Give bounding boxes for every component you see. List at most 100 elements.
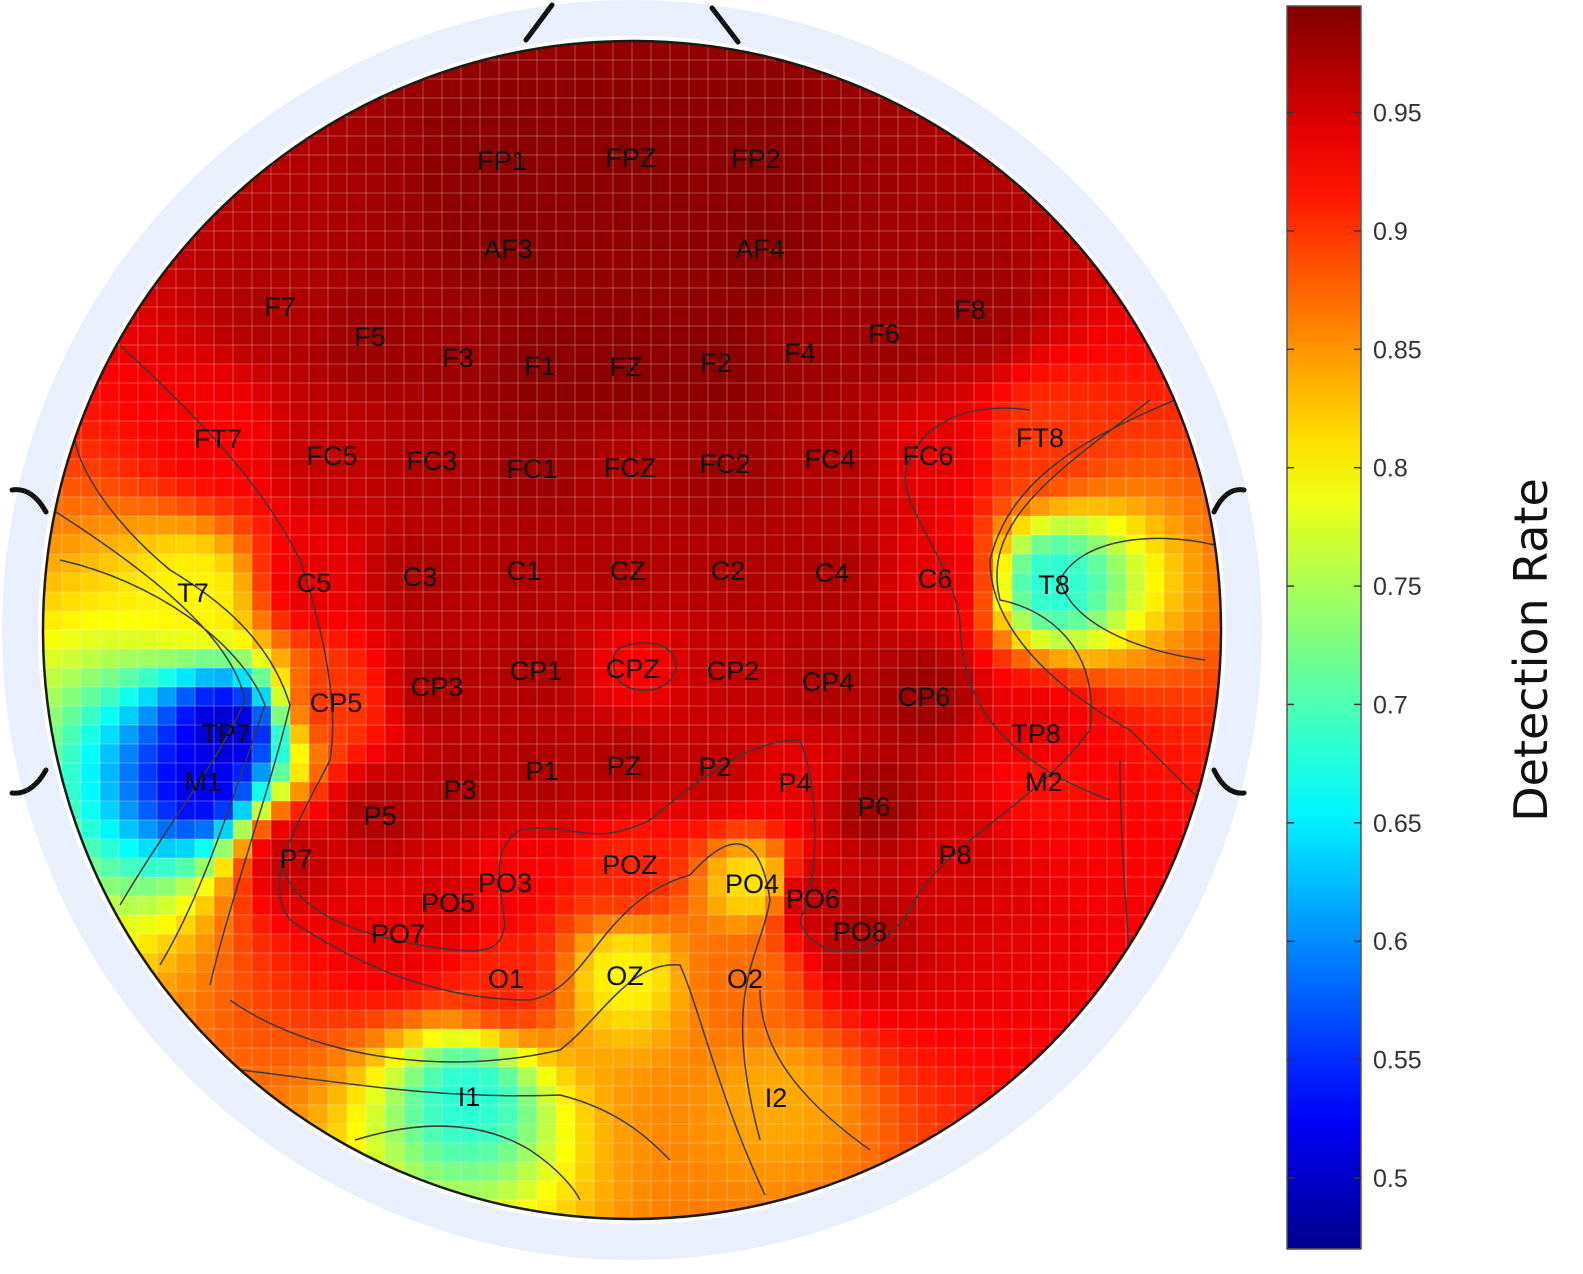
- heatmap-cell: [214, 478, 234, 498]
- heatmap-cell: [518, 649, 538, 669]
- heatmap-cell: [974, 535, 994, 555]
- heatmap-cell: [955, 155, 975, 175]
- heatmap-cell: [1183, 630, 1203, 650]
- heatmap-cell: [119, 535, 139, 555]
- heatmap-cell: [1031, 630, 1051, 650]
- heatmap-cell: [689, 820, 709, 840]
- heatmap-cell: [119, 668, 139, 688]
- heatmap-cell: [803, 459, 823, 479]
- heatmap-cell: [803, 1105, 823, 1125]
- heatmap-cell: [936, 364, 956, 384]
- heatmap-cell: [993, 478, 1013, 498]
- heatmap-cell: [765, 269, 785, 289]
- heatmap-cell: [347, 820, 367, 840]
- heatmap-cell: [632, 288, 652, 308]
- heatmap-cell: [556, 136, 576, 156]
- heatmap-cell: [1069, 915, 1089, 935]
- heatmap-cell: [974, 250, 994, 270]
- heatmap-cell: [537, 592, 557, 612]
- heatmap-cell: [917, 383, 937, 403]
- heatmap-cell: [442, 288, 462, 308]
- heatmap-cell: [993, 744, 1013, 764]
- heatmap-cell: [1107, 535, 1127, 555]
- heatmap-cell: [822, 269, 842, 289]
- heatmap-cell: [765, 136, 785, 156]
- heatmap-cell: [195, 345, 215, 365]
- heatmap-cell: [518, 231, 538, 251]
- heatmap-cell: [271, 668, 291, 688]
- heatmap-cell: [1031, 706, 1051, 726]
- heatmap-cell: [1126, 706, 1146, 726]
- heatmap-cell: [195, 687, 215, 707]
- heatmap-cell: [898, 212, 918, 232]
- heatmap-cell: [214, 896, 234, 916]
- heatmap-cell: [974, 440, 994, 460]
- heatmap-cell: [993, 402, 1013, 422]
- heatmap-cell: [176, 345, 196, 365]
- heatmap-cell: [537, 288, 557, 308]
- heatmap-cell: [423, 212, 443, 232]
- heatmap-cell: [594, 744, 614, 764]
- heatmap-cell: [936, 326, 956, 346]
- heatmap-cell: [442, 155, 462, 175]
- heatmap-cell: [594, 801, 614, 821]
- heatmap-cell: [765, 972, 785, 992]
- heatmap-cell: [290, 611, 310, 631]
- heatmap-cell: [328, 858, 348, 878]
- heatmap-cell: [1050, 649, 1070, 669]
- heatmap-cell: [1031, 896, 1051, 916]
- heatmap-cell: [632, 1143, 652, 1163]
- heatmap-cell: [879, 364, 899, 384]
- heatmap-cell: [1088, 402, 1108, 422]
- heatmap-cell: [575, 1143, 595, 1163]
- heatmap-cell: [252, 763, 272, 783]
- heatmap-cell: [670, 934, 690, 954]
- heatmap-cell: [955, 592, 975, 612]
- heatmap-cell: [518, 668, 538, 688]
- heatmap-cell: [1126, 668, 1146, 688]
- heatmap-cell: [860, 953, 880, 973]
- heatmap-cell: [651, 117, 671, 137]
- heatmap-cell: [556, 763, 576, 783]
- heatmap-cell: [860, 307, 880, 327]
- heatmap-cell: [727, 478, 747, 498]
- heatmap-cell: [138, 497, 158, 517]
- heatmap-cell: [309, 630, 329, 650]
- heatmap-cell: [594, 991, 614, 1011]
- heatmap-cell: [727, 269, 747, 289]
- heatmap-cell: [898, 953, 918, 973]
- heatmap-cell: [765, 98, 785, 118]
- electrode-label-o2: O2: [727, 964, 763, 994]
- heatmap-cell: [1107, 706, 1127, 726]
- heatmap-cell: [366, 174, 386, 194]
- heatmap-cell: [309, 459, 329, 479]
- heatmap-cell: [423, 706, 443, 726]
- heatmap-cell: [518, 972, 538, 992]
- heatmap-cell: [632, 193, 652, 213]
- heatmap-cell: [746, 687, 766, 707]
- heatmap-cell: [575, 288, 595, 308]
- contour-line-11: [239, 1069, 671, 1161]
- heatmap-cell: [632, 60, 652, 80]
- heatmap-cell: [765, 1105, 785, 1125]
- heatmap-cell: [1088, 307, 1108, 327]
- heatmap-cell: [176, 839, 196, 859]
- heatmap-cell: [1126, 687, 1146, 707]
- heatmap-cell: [632, 611, 652, 631]
- heatmap-cell: [613, 592, 633, 612]
- heatmap-cell: [974, 1029, 994, 1049]
- heatmap-cell: [176, 820, 196, 840]
- electrode-label-p5: P5: [363, 801, 396, 831]
- heatmap-cell: [176, 383, 196, 403]
- heatmap-cell: [461, 744, 481, 764]
- heatmap-cell: [765, 573, 785, 593]
- heatmap-cell: [803, 535, 823, 555]
- heatmap-cell: [670, 193, 690, 213]
- heatmap-cell: [974, 497, 994, 517]
- heatmap-cell: [233, 611, 253, 631]
- heatmap-cell: [613, 117, 633, 137]
- heatmap-cell: [955, 1067, 975, 1087]
- heatmap-cell: [651, 744, 671, 764]
- heatmap-cell: [100, 611, 120, 631]
- heatmap-cell: [537, 649, 557, 669]
